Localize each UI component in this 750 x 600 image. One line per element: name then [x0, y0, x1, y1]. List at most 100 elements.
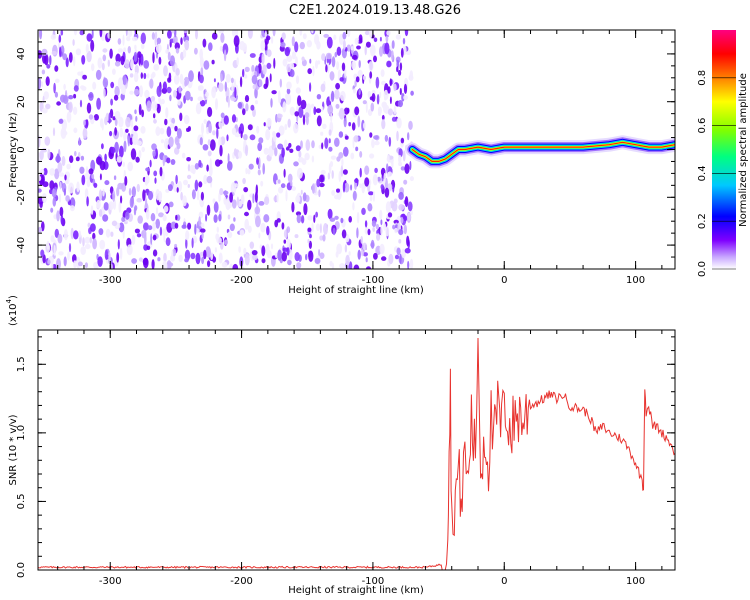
- noise-blob: [300, 99, 307, 110]
- noise-blob: [308, 240, 312, 249]
- noise-blob: [351, 60, 357, 70]
- noise-blob: [84, 172, 91, 180]
- noise-blob: [194, 179, 199, 192]
- noise-blob: [242, 108, 246, 116]
- noise-blob: [375, 223, 380, 230]
- noise-blob: [44, 243, 51, 253]
- noise-blob: [114, 127, 117, 136]
- noise-blob: [346, 107, 350, 114]
- snr-y-multiplier-exp: 4: [5, 298, 13, 303]
- noise-blob: [128, 30, 133, 37]
- noise-blob: [92, 238, 97, 250]
- noise-blob: [125, 116, 131, 128]
- noise-blob: [78, 137, 81, 146]
- noise-blob: [224, 239, 228, 245]
- noise-blob: [43, 91, 49, 100]
- x-tick-label: -300: [99, 275, 122, 286]
- noise-blob: [232, 263, 239, 269]
- noise-blob: [115, 53, 121, 63]
- noise-blob: [227, 214, 231, 220]
- noise-blob: [69, 155, 74, 163]
- noise-blob: [247, 168, 251, 175]
- noise-blob: [143, 72, 147, 80]
- noise-blob: [122, 74, 127, 86]
- noise-blob: [81, 55, 86, 65]
- noise-blob: [144, 89, 150, 99]
- noise-blob: [131, 234, 136, 246]
- noise-blob: [222, 43, 229, 56]
- noise-blob: [276, 132, 281, 138]
- noise-blob: [136, 233, 142, 238]
- noise-blob: [328, 129, 332, 136]
- noise-blob: [101, 143, 104, 150]
- noise-blob: [319, 223, 322, 234]
- noise-blob: [356, 227, 359, 239]
- noise-blob: [179, 112, 183, 122]
- noise-blob: [258, 137, 264, 144]
- noise-blob: [255, 184, 258, 195]
- noise-blob: [302, 114, 306, 126]
- noise-blob: [118, 116, 124, 128]
- noise-blob: [314, 34, 320, 45]
- noise-blob: [304, 152, 310, 161]
- noise-blob: [206, 164, 209, 172]
- noise-blob: [227, 161, 233, 171]
- noise-blob: [143, 222, 149, 231]
- colorbar-tick-label: 0.6: [697, 118, 708, 134]
- noise-blob: [281, 147, 285, 158]
- noise-blob: [251, 74, 258, 85]
- noise-blob: [63, 83, 66, 90]
- noise-blob: [372, 190, 375, 202]
- noise-blob: [198, 216, 201, 227]
- noise-blob: [72, 39, 75, 46]
- noise-blob: [265, 243, 270, 256]
- noise-blob: [140, 43, 145, 50]
- noise-blob: [362, 75, 366, 80]
- noise-blob: [322, 123, 327, 129]
- noise-blob: [374, 140, 380, 146]
- noise-blob: [80, 85, 85, 90]
- noise-blob: [231, 83, 234, 92]
- noise-blob: [200, 228, 206, 233]
- noise-blob: [73, 93, 77, 99]
- noise-blob: [264, 196, 270, 205]
- noise-blob: [312, 65, 315, 77]
- noise-blob: [145, 208, 150, 220]
- noise-blob: [283, 239, 287, 244]
- noise-blob: [370, 239, 375, 249]
- noise-blob: [117, 239, 120, 250]
- noise-blob: [191, 189, 196, 200]
- noise-blob: [308, 106, 311, 118]
- noise-blob: [126, 244, 133, 256]
- noise-blob: [68, 95, 74, 100]
- noise-blob: [98, 209, 103, 217]
- noise-blob: [223, 115, 229, 125]
- noise-blob: [119, 145, 124, 158]
- noise-blob: [229, 263, 234, 269]
- noise-blob: [182, 195, 187, 207]
- noise-blob: [298, 106, 304, 119]
- noise-blob: [102, 77, 109, 88]
- noise-blob: [45, 103, 51, 110]
- y-tick-label: -40: [16, 237, 27, 253]
- noise-blob: [41, 193, 47, 203]
- noise-blob: [166, 157, 171, 164]
- noise-blob: [127, 46, 131, 54]
- noise-blob: [104, 180, 110, 186]
- noise-blob: [178, 85, 182, 94]
- noise-blob: [359, 167, 362, 178]
- noise-blob: [201, 122, 204, 135]
- noise-blob: [274, 252, 278, 258]
- noise-blob: [105, 112, 110, 122]
- noise-blob: [348, 216, 353, 223]
- noise-blob: [311, 140, 315, 149]
- noise-blob: [368, 191, 374, 196]
- noise-blob: [96, 199, 101, 209]
- noise-blob: [163, 252, 167, 263]
- noise-blob: [220, 73, 223, 82]
- noise-blob: [277, 249, 282, 261]
- noise-blob: [272, 30, 276, 37]
- noise-blob: [212, 198, 216, 204]
- noise-blob: [97, 57, 103, 69]
- noise-blob: [132, 134, 138, 146]
